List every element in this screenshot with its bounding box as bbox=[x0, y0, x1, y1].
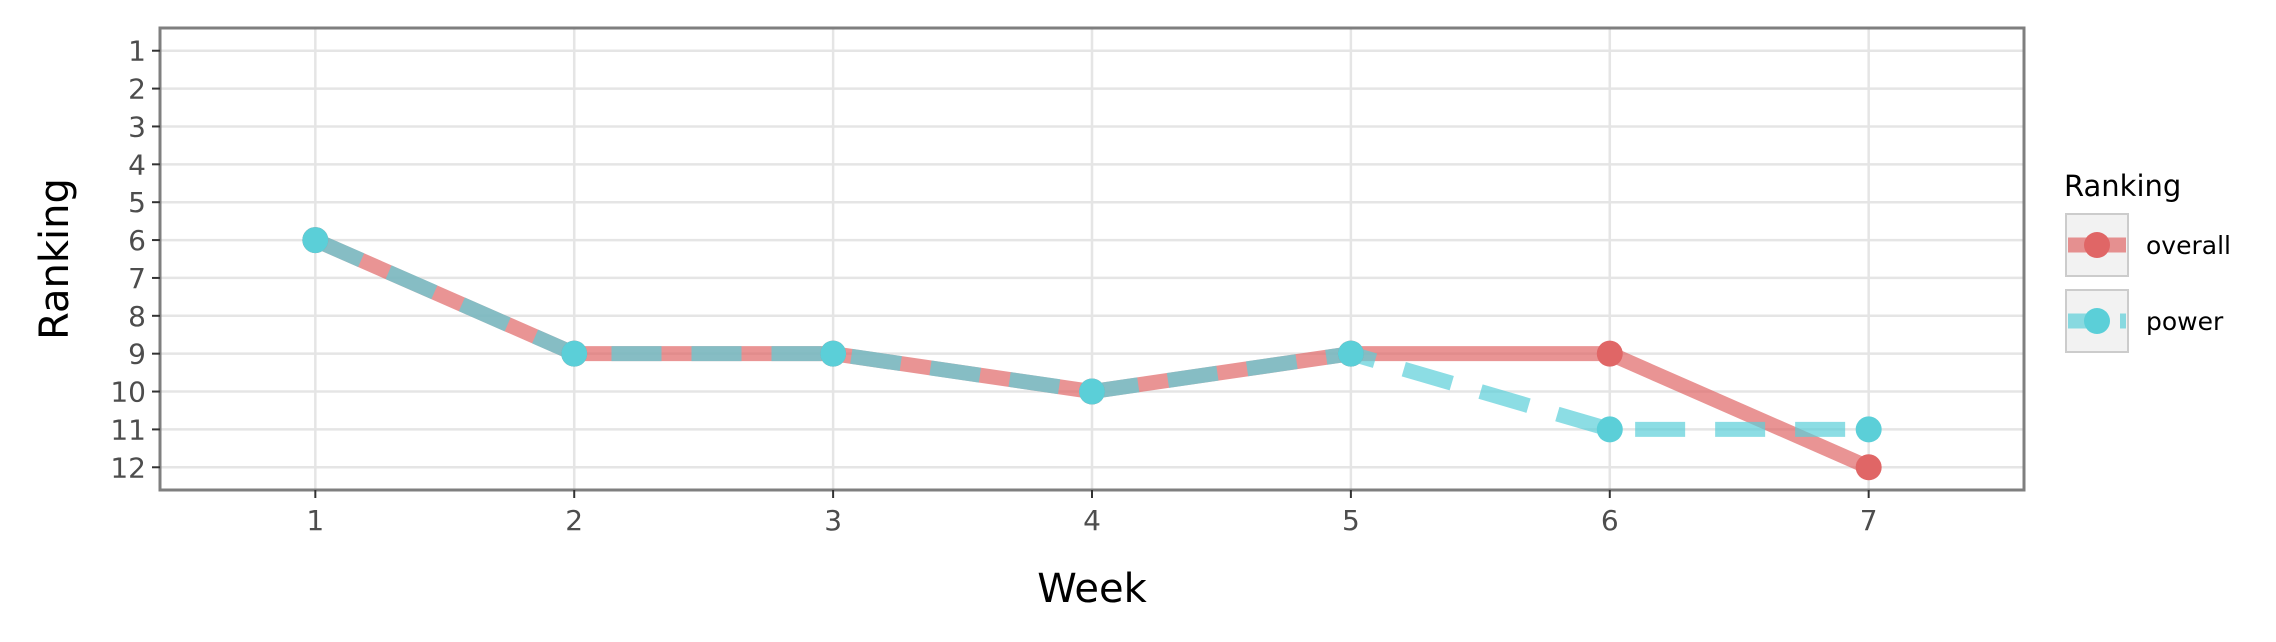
legend-key-point bbox=[2084, 308, 2110, 334]
y-tick-label: 4 bbox=[128, 148, 146, 181]
legend-item-overall: overall bbox=[2065, 213, 2231, 277]
y-tick-label: 1 bbox=[128, 35, 146, 68]
series-point-power bbox=[1855, 416, 1882, 443]
legend-label: overall bbox=[2146, 231, 2231, 260]
series-point-power bbox=[1079, 378, 1105, 405]
series-point-power bbox=[820, 340, 847, 367]
legend-label: power bbox=[2146, 307, 2224, 336]
series-point-power bbox=[561, 340, 588, 367]
y-tick-label: 3 bbox=[128, 110, 146, 143]
series-point-power bbox=[1596, 416, 1623, 443]
legend-title: Ranking bbox=[2064, 169, 2181, 203]
y-tick-label: 2 bbox=[128, 73, 146, 106]
series-point-overall bbox=[1596, 340, 1623, 367]
legend-item-power: power bbox=[2065, 289, 2224, 353]
y-tick-label: 11 bbox=[110, 413, 146, 446]
x-tick-label: 6 bbox=[1601, 504, 1619, 537]
gridlines bbox=[160, 28, 2024, 490]
y-tick-label: 8 bbox=[128, 300, 146, 333]
series-point-overall bbox=[1855, 454, 1882, 481]
legend: Ranking overall power bbox=[2064, 169, 2231, 353]
y-axis-title: Ranking bbox=[32, 178, 78, 340]
y-tick-label: 9 bbox=[128, 338, 146, 371]
y-tick-label: 10 bbox=[110, 376, 146, 409]
y-tick-label: 7 bbox=[128, 262, 146, 295]
x-tick-label: 4 bbox=[1083, 504, 1101, 537]
plot-panel bbox=[158, 26, 2026, 492]
x-axis-title: Week bbox=[1037, 566, 1147, 612]
legend-items: overall power bbox=[2065, 213, 2231, 353]
legend-key-point bbox=[2084, 232, 2110, 258]
y-tick-label: 5 bbox=[128, 186, 146, 219]
x-tick-label: 5 bbox=[1342, 504, 1360, 537]
x-axis-ticks: 1 2 3 4 5 6 7 bbox=[306, 490, 1878, 537]
x-tick-label: 7 bbox=[1860, 504, 1878, 537]
series-point-power bbox=[1337, 340, 1364, 367]
series-point-power bbox=[302, 227, 329, 254]
y-tick-label: 6 bbox=[128, 224, 146, 257]
x-tick-label: 3 bbox=[824, 504, 842, 537]
x-tick-label: 1 bbox=[306, 504, 324, 537]
series-points bbox=[302, 227, 1882, 481]
y-tick-label: 12 bbox=[110, 451, 146, 484]
x-tick-label: 2 bbox=[565, 504, 583, 537]
